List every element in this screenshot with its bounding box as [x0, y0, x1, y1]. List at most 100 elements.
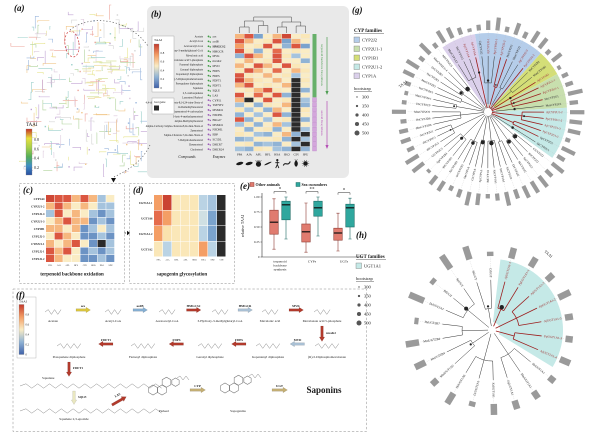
heatmap-cell — [253, 146, 263, 152]
compound-label: 4alpha-Methylzymosterol-4-carboxylate — [159, 111, 204, 114]
heatmap-cell — [291, 146, 301, 152]
heatmap-cell — [253, 73, 263, 78]
bootstrap-dot — [507, 139, 511, 144]
enzyme-label: acs — [213, 35, 218, 39]
heatmap-cell — [244, 107, 254, 112]
heatmap-cell — [80, 240, 89, 247]
heatmap-cell — [63, 195, 72, 202]
steroid-structure — [220, 373, 262, 394]
heatmap-cell — [46, 255, 55, 262]
heatmap-cell — [253, 87, 263, 93]
heatmap-cell — [89, 255, 98, 262]
heatmap-cell — [46, 232, 55, 240]
leaf-label: XtCYP1B1 — [448, 160, 459, 174]
panel-h-ugt-tree: AjUGT1A1-1 PpUGT1A1-1AjUGT1A1-2PpUGT1A1-2… — [355, 245, 574, 416]
reaction-arrow: FDPS — [168, 338, 184, 347]
enzyme-label: FDPS — [213, 74, 221, 78]
heatmap-cell — [172, 226, 181, 241]
reaction-arrow: HMGCR — [237, 304, 253, 313]
col-label: APL — [183, 258, 188, 261]
panel-f-label: (f) — [16, 290, 25, 300]
leaf-label: MmCYP2R1 — [421, 78, 437, 89]
heatmap-cell — [282, 92, 291, 98]
tunicate-silhouette-icon — [294, 159, 298, 167]
metabolite-name: Mevalonate acid 5-phosphate — [303, 319, 342, 323]
heatmap-cell — [291, 102, 301, 108]
metabolite-name: Geranyl diphosphate — [196, 355, 224, 359]
species-column-label: AJA — [246, 153, 252, 157]
molecule-structure — [176, 375, 190, 381]
leaf-label: HsCYP2R1 — [426, 72, 441, 83]
heatmap-cell — [253, 53, 263, 59]
tree-legend: CYP families CYP2J2 CYP2U1-1 CYP1B1 CYP2U1-2… — [353, 29, 384, 136]
reaction-arrow: FDFT1 — [98, 338, 114, 347]
panel-b-heatmap: Acetate Acetyl-CoA Acetoacetyl-CoA 3-Hydrox… — [146, 6, 349, 178]
heatmap-cell — [46, 247, 55, 255]
metabolite-name: Sapogenins — [230, 409, 246, 413]
terpenoid-bar-label: terpenoid backbone biosynthesis — [320, 44, 324, 86]
leaf-label: PpCYP2U1-2 — [545, 117, 563, 123]
heatmap-cell — [89, 247, 98, 255]
heatmap-cell — [253, 63, 263, 68]
heatmap-cell — [291, 136, 301, 142]
leaf-label: SpUGT — [455, 277, 464, 287]
enzyme-label: MVK — [213, 54, 221, 58]
col-label: SPU — [210, 259, 214, 261]
heatmap-cell — [244, 132, 254, 137]
heatmap-cell — [235, 58, 244, 63]
cucumber-silhouette-icon — [236, 161, 244, 166]
heatmap-cell — [235, 68, 244, 73]
heatmap-cell — [282, 43, 291, 49]
subpanel-title: sapogenin glycosylation — [157, 273, 208, 278]
heatmap-cell — [106, 247, 115, 255]
other-box — [333, 212, 343, 252]
compound-label: Acetyl-CoA — [190, 40, 203, 43]
steroid-bar-label: steroid biosynthesis — [320, 110, 324, 136]
compound-label: Acetoacetyl-CoA — [184, 45, 203, 48]
heatmap-cell — [272, 43, 282, 49]
heatmap-cell — [199, 210, 208, 226]
enzyme-label: LAS — [213, 93, 219, 97]
bootstrap-dot — [512, 102, 515, 104]
heatmap-cell — [263, 73, 273, 78]
molecule-structure — [158, 309, 176, 315]
species-column-label: SKO — [284, 153, 291, 157]
heatmap-cell — [181, 226, 190, 241]
heatmap-cell — [208, 241, 217, 257]
heatmap-cell — [300, 73, 310, 78]
heatmap-cell — [71, 240, 80, 247]
heatmap-cell — [46, 202, 55, 210]
heatmap-cell — [235, 83, 244, 88]
heatmap-cell — [291, 112, 301, 117]
compound-label: Farnesyl diphosphate — [180, 64, 204, 67]
leaf-label: AjCYP2U1-3 — [544, 123, 561, 131]
taai-tick: 0.4 — [26, 334, 30, 337]
heatmap-cell — [272, 58, 282, 63]
heatmap-cell — [63, 202, 72, 210]
heatmap-cell — [272, 87, 282, 93]
reaction-arrow — [111, 396, 127, 407]
bootstrap-dot — [495, 84, 497, 86]
bootstrap-dot — [460, 136, 464, 140]
heatmap-cell — [244, 53, 254, 59]
leaf-label: XtCYP2U1 — [419, 129, 434, 138]
heatmap-cell — [282, 127, 291, 132]
heatmap-cell — [244, 112, 254, 117]
enzyme-label: SQLE — [213, 88, 221, 92]
leaf-label: HsUGT2B7 — [424, 320, 440, 326]
heatmap-cell — [263, 141, 273, 147]
bootstrap-dot — [489, 140, 494, 146]
heatmap-cell — [291, 107, 301, 112]
panel-h-label: (h) — [356, 230, 367, 240]
col-label: CIN — [220, 259, 224, 261]
heatmap-cell — [235, 87, 244, 93]
leaf-label: HsCYP2J2 — [505, 44, 513, 58]
metabolite-name: Isopentenyl diphosphate — [252, 355, 285, 359]
significance-stars: * — [279, 187, 282, 192]
heatmap-cell — [300, 58, 310, 63]
heatmap-cell — [154, 226, 163, 241]
taai-bars — [391, 17, 585, 207]
heatmap-cell — [235, 102, 244, 108]
heatmap-cell — [300, 63, 310, 68]
heatmap-cell — [272, 132, 282, 137]
